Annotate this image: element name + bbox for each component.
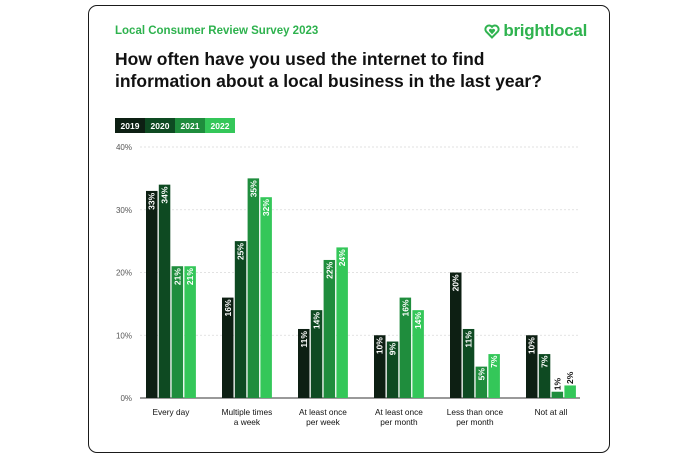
bar-2019 (222, 297, 234, 398)
brand-logo[interactable]: brightlocal (484, 21, 587, 41)
bar-2019 (298, 328, 310, 398)
category-label: Not at all (516, 407, 586, 417)
category-label-line: per month (380, 417, 418, 427)
value-label: 33% (147, 192, 157, 209)
category-label-line: Less than once (446, 407, 504, 417)
bar-2021 (323, 259, 336, 398)
value-label: 21% (185, 268, 195, 285)
category-label-line: Multiple times (221, 407, 273, 417)
value-label: 16% (223, 299, 233, 316)
y-tick-label: 20% (116, 269, 132, 278)
value-label: 16% (400, 299, 410, 316)
value-label: 21% (172, 268, 182, 285)
category-label: Every day (136, 407, 206, 417)
category-label-line: Not at all (534, 407, 568, 417)
category-label: At least once per week (288, 407, 358, 427)
value-label: 14% (413, 312, 423, 329)
bar-2021 (551, 391, 564, 398)
category-label: Less than once per month (440, 407, 510, 427)
value-label: 11% (299, 331, 309, 348)
value-label: 14% (312, 312, 322, 329)
bar-2020 (462, 328, 475, 398)
bar-2021 (247, 178, 260, 398)
legend: 2019 2020 2021 2022 (115, 118, 235, 133)
bar-2022 (488, 354, 500, 398)
category-label-line: Every day (152, 407, 190, 417)
y-tick-label: 0% (120, 394, 132, 403)
value-label: 25% (236, 243, 246, 260)
value-label: 11% (464, 331, 474, 348)
bar-2022 (412, 310, 424, 398)
bar-2022 (564, 385, 576, 398)
y-tick-label: 30% (116, 206, 132, 215)
value-label: 7% (540, 355, 550, 368)
bar-2019 (374, 335, 386, 398)
legend-item-2022: 2022 (205, 118, 235, 133)
y-tick-label: 40% (116, 143, 132, 152)
bar-2020 (158, 184, 171, 398)
bar-2022 (336, 247, 348, 398)
bar-2021 (399, 297, 412, 398)
chart-question: How often have you used the internet to … (115, 49, 542, 91)
value-label: 9% (388, 343, 398, 356)
value-label: 35% (248, 180, 258, 197)
logo-text: brightlocal (503, 21, 587, 40)
value-label: 10% (527, 337, 537, 354)
brightlocal-heart-icon (484, 24, 501, 39)
value-label: 24% (337, 249, 347, 266)
bar-2021 (475, 366, 488, 398)
value-label: 22% (324, 261, 334, 278)
category-label-line: per week (306, 417, 340, 427)
bar-2019 (450, 272, 462, 398)
bar-2020 (386, 341, 399, 398)
value-label: 20% (451, 274, 461, 291)
value-label: 34% (160, 186, 170, 203)
bar-2020 (234, 241, 247, 398)
legend-item-2021: 2021 (175, 118, 205, 133)
category-label-line: per month (456, 417, 494, 427)
bar-2022 (260, 197, 272, 398)
value-label: 1% (552, 378, 562, 391)
bar-2020 (310, 310, 323, 398)
survey-title: Local Consumer Review Survey 2023 (115, 25, 319, 37)
value-label: 5% (476, 368, 486, 381)
category-label: Multiple times a week (212, 407, 282, 427)
bar-2022 (184, 266, 196, 398)
category-label: At least once per month (364, 407, 434, 427)
value-label: 2% (565, 371, 575, 384)
value-label: 10% (375, 337, 385, 354)
bar-2019 (146, 190, 158, 398)
category-label-line: At least once (374, 407, 423, 417)
y-tick-label: 10% (116, 331, 132, 340)
legend-item-2019: 2019 (115, 118, 145, 133)
value-label: 7% (489, 355, 499, 368)
legend-item-2020: 2020 (145, 118, 175, 133)
category-label-line: At least once (298, 407, 347, 417)
bar-2021 (171, 266, 184, 398)
bar-2020 (538, 354, 551, 398)
value-label: 32% (261, 199, 271, 216)
bar-2019 (526, 335, 538, 398)
category-label-line: a week (233, 417, 261, 427)
